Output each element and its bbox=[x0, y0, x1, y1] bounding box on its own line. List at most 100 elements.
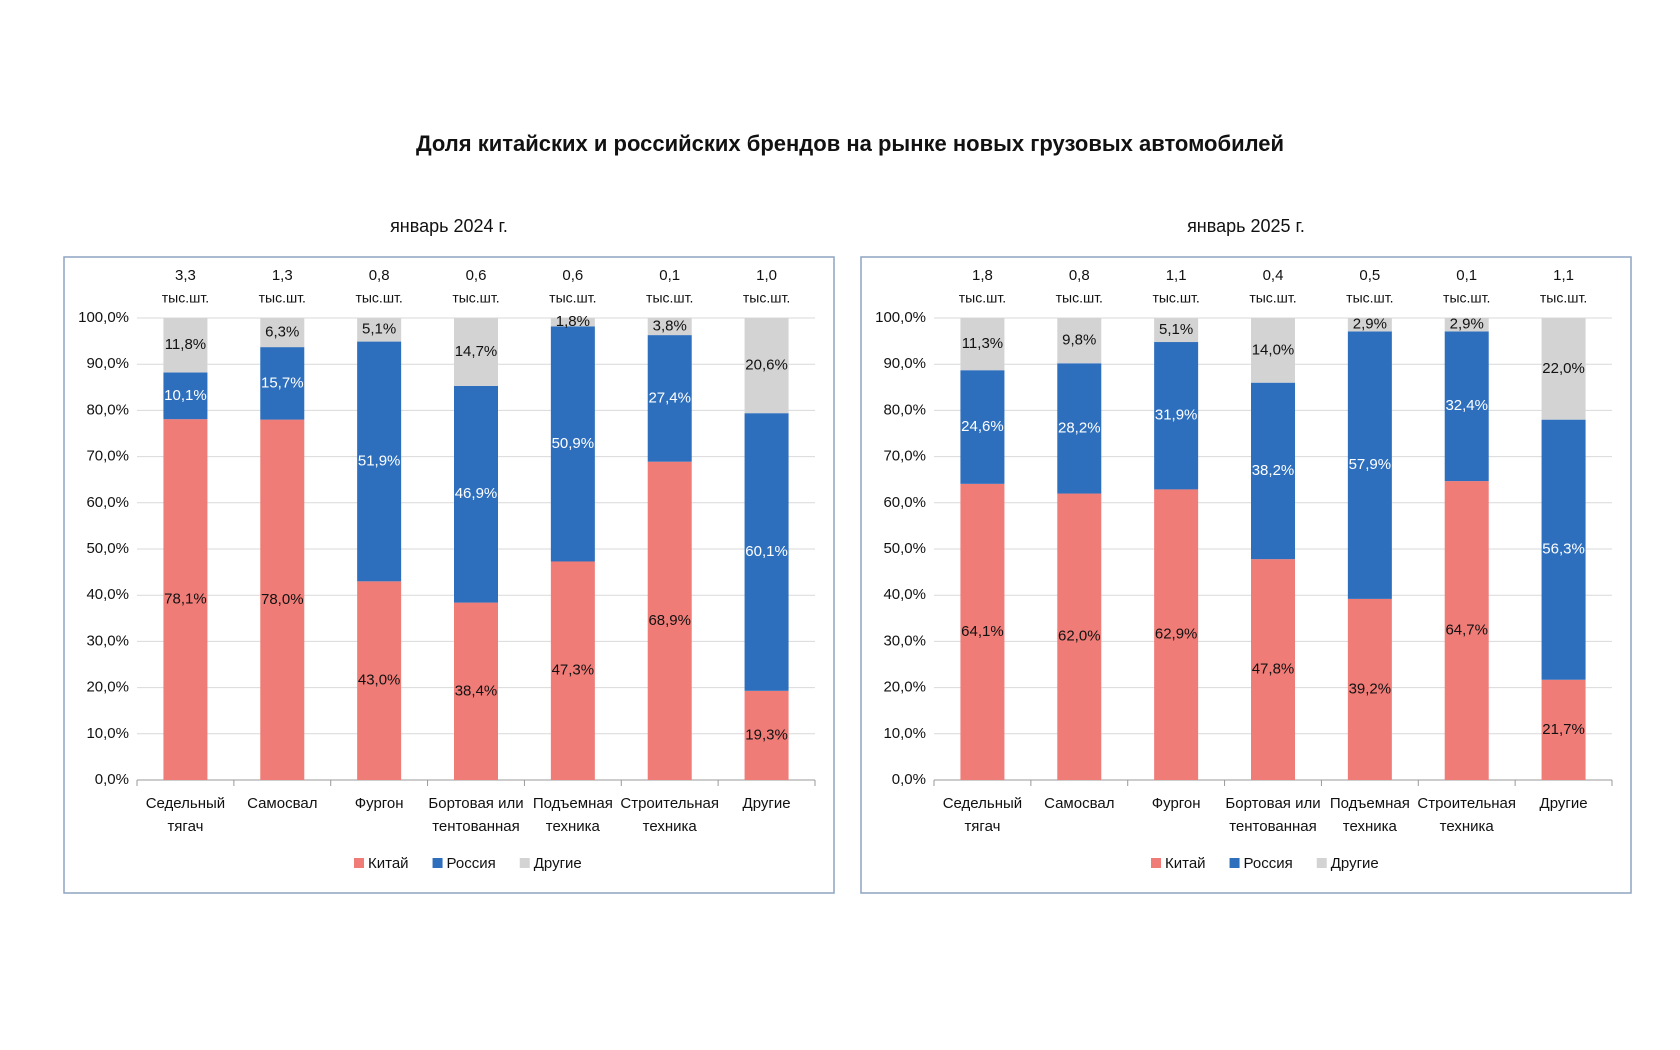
y-tick-label: 10,0% bbox=[883, 725, 926, 742]
value-label: 32,4% bbox=[1445, 397, 1488, 414]
legend-label: Другие bbox=[1331, 855, 1379, 872]
chart-title: январь 2025 г. bbox=[1187, 216, 1305, 236]
value-label: 56,3% bbox=[1542, 541, 1585, 558]
value-label: 46,9% bbox=[455, 485, 498, 502]
bar-segment bbox=[960, 483, 1005, 780]
total-label: 1,0 bbox=[756, 267, 777, 284]
bar-segment bbox=[647, 317, 692, 336]
value-label: 11,8% bbox=[165, 336, 206, 353]
bar-segment bbox=[1154, 318, 1199, 343]
legend-label: Россия bbox=[1244, 855, 1293, 872]
value-label: 51,9% bbox=[358, 452, 401, 469]
y-tick-label: 0,0% bbox=[95, 771, 129, 788]
total-label: 0,6 bbox=[562, 267, 583, 284]
value-label: 21,7% bbox=[1542, 721, 1585, 738]
bar-segment bbox=[1347, 318, 1392, 332]
bar-segment bbox=[1541, 679, 1586, 780]
total-label: 1,8 bbox=[972, 267, 993, 284]
bar-segment bbox=[1347, 331, 1392, 599]
value-label: 78,1% bbox=[164, 591, 207, 608]
y-tick-label: 60,0% bbox=[86, 494, 129, 511]
total-label: 1,1 bbox=[1553, 267, 1574, 284]
value-label: 3,8% bbox=[653, 317, 687, 334]
y-tick-label: 100,0% bbox=[875, 309, 926, 326]
chart-title: январь 2024 г. bbox=[390, 216, 508, 236]
y-tick-label: 40,0% bbox=[86, 586, 129, 603]
x-tick-label: Фургон bbox=[1152, 795, 1201, 812]
bar-segment bbox=[1347, 598, 1392, 780]
y-tick-label: 20,0% bbox=[86, 679, 129, 696]
bar-segment bbox=[647, 461, 692, 780]
value-label: 19,3% bbox=[745, 726, 788, 743]
y-tick-label: 40,0% bbox=[883, 586, 926, 603]
value-label: 38,4% bbox=[455, 682, 498, 699]
bar-segment bbox=[1444, 481, 1489, 780]
x-tick-label: Бортовая или тентованная bbox=[428, 795, 523, 835]
bar-segment bbox=[744, 690, 789, 780]
legend-label: Другие bbox=[534, 855, 582, 872]
total-label: 0,1 bbox=[1456, 267, 1477, 284]
bar-segment bbox=[1057, 363, 1102, 494]
bar-segment bbox=[744, 318, 789, 414]
value-label: 60,1% bbox=[745, 543, 788, 560]
bar-segment bbox=[744, 413, 789, 691]
total-label: 3,3 bbox=[175, 267, 196, 284]
bar-segment bbox=[260, 347, 305, 420]
value-label: 28,2% bbox=[1058, 419, 1101, 436]
bar-segment bbox=[163, 318, 208, 373]
legend-swatch bbox=[1316, 858, 1327, 868]
value-label: 38,2% bbox=[1252, 462, 1295, 479]
y-tick-label: 100,0% bbox=[78, 309, 129, 326]
value-label: 47,3% bbox=[552, 662, 595, 679]
value-label: 62,0% bbox=[1058, 628, 1101, 645]
bar-segment bbox=[454, 318, 498, 386]
value-label: 15,7% bbox=[261, 374, 304, 391]
x-tick-label: Седельный тягач bbox=[146, 795, 225, 835]
legend-swatch bbox=[432, 858, 443, 868]
total-unit: тыс.шт. bbox=[452, 290, 499, 306]
value-label: 22,0% bbox=[1542, 360, 1585, 377]
y-tick-label: 90,0% bbox=[883, 355, 926, 372]
y-tick-label: 60,0% bbox=[883, 494, 926, 511]
value-label: 2,9% bbox=[1353, 316, 1387, 333]
bar-segment bbox=[960, 370, 1005, 484]
y-tick-label: 90,0% bbox=[86, 355, 129, 372]
bar-segment bbox=[454, 385, 498, 603]
value-label: 39,2% bbox=[1349, 680, 1392, 697]
y-tick-label: 0,0% bbox=[892, 771, 926, 788]
bar-segment bbox=[550, 318, 595, 327]
panel-frame bbox=[860, 256, 1632, 894]
x-tick-label: Другие bbox=[743, 795, 791, 812]
x-tick-label: Подъемная техника bbox=[533, 795, 613, 835]
total-unit: тыс.шт. bbox=[1346, 290, 1393, 306]
bar-segment bbox=[357, 341, 402, 582]
bar-segment bbox=[454, 602, 498, 780]
x-tick-label: Самосвал bbox=[247, 795, 317, 812]
value-label: 14,7% bbox=[455, 343, 498, 360]
y-tick-label: 30,0% bbox=[883, 632, 926, 649]
y-tick-label: 80,0% bbox=[86, 401, 129, 418]
total-label: 0,4 bbox=[1263, 267, 1284, 284]
value-label: 43,0% bbox=[358, 672, 401, 689]
y-tick-label: 20,0% bbox=[883, 679, 926, 696]
value-label: 24,6% bbox=[961, 418, 1004, 435]
x-tick-label: Самосвал bbox=[1044, 795, 1114, 812]
y-tick-label: 30,0% bbox=[86, 632, 129, 649]
value-label: 64,7% bbox=[1445, 622, 1488, 639]
total-label: 0,6 bbox=[466, 267, 487, 284]
total-unit: тыс.шт. bbox=[743, 290, 790, 306]
value-label: 68,9% bbox=[648, 612, 691, 629]
y-tick-label: 50,0% bbox=[86, 540, 129, 557]
legend-label: Россия bbox=[447, 855, 496, 872]
value-label: 11,3% bbox=[962, 335, 1003, 352]
bar-segment bbox=[550, 326, 595, 562]
bar-segment bbox=[1057, 493, 1102, 780]
value-label: 1,8% bbox=[556, 313, 590, 330]
legend-swatch bbox=[519, 858, 530, 868]
total-label: 0,5 bbox=[1359, 267, 1380, 284]
total-unit: тыс.шт. bbox=[646, 290, 693, 306]
legend-swatch bbox=[1229, 858, 1240, 868]
value-label: 64,1% bbox=[961, 623, 1004, 640]
bar-segment bbox=[163, 372, 208, 420]
